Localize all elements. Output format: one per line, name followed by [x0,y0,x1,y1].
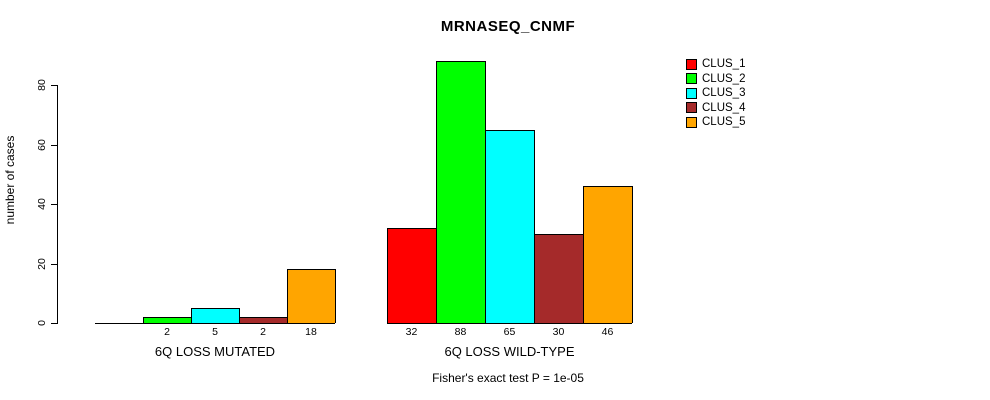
bar-value-label: 18 [305,326,317,338]
bar-value-label: 30 [552,326,565,338]
bar-group-1 [95,51,336,324]
y-axis-tick [51,145,57,146]
bar-clus_4-group1 [239,317,288,323]
bar-clus_2-group2 [436,61,486,323]
legend-color-swatch [686,102,697,114]
legend-label: CLUS_5 [702,116,746,129]
legend-item: CLUS_5 [686,115,745,130]
bar-value-label: 65 [503,326,516,338]
legend-color-swatch [686,87,697,99]
bar-clus_1-group2 [387,228,437,323]
legend-label: CLUS_4 [702,101,746,114]
y-axis-tick-label: 0 [36,320,48,326]
bar-value-label: 2 [164,326,170,338]
bar-value-label: 5 [212,326,218,338]
legend: CLUS_1 CLUS_2 CLUS_3 CLUS_4 CLUS_5 [686,57,745,130]
x-category-label: 6Q LOSS WILD-TYPE [444,344,575,359]
legend-item: CLUS_3 [686,86,745,101]
chart-title: MRNASEQ_CNMF [440,18,576,35]
bar-clus_3-group2 [485,130,535,323]
y-axis-tick-label: 40 [36,198,48,210]
legend-color-swatch [686,73,697,85]
legend-item: CLUS_1 [686,57,745,72]
y-axis-tick [51,264,57,265]
legend-label: CLUS_3 [702,87,746,100]
legend-color-swatch [686,116,697,128]
y-axis-tick-label: 60 [36,139,48,151]
y-axis-tick [51,85,57,86]
bar-value-label: 32 [405,326,418,338]
legend-color-swatch [686,58,697,70]
bar-value-label: 88 [454,326,467,338]
legend-label: CLUS_2 [702,72,746,85]
bar-clus_2-group1 [143,317,192,323]
legend-item: CLUS_2 [686,72,745,87]
y-axis-tick [51,204,57,205]
bar-clus_3-group1 [191,308,240,323]
bar-clus_4-group2 [534,234,584,323]
bar-clus_5-group2 [583,186,633,323]
bar-value-label: 2 [260,326,266,338]
y-axis-line [57,85,58,324]
statistical-test-note: Fisher's exact test P = 1e-05 [432,371,584,385]
x-category-label: 6Q LOSS MUTATED [154,344,276,359]
y-axis-title: number of cases [3,135,17,225]
y-axis-tick-label: 20 [36,258,48,270]
y-axis-tick [51,323,57,324]
bar-clus_5-group1 [287,269,336,323]
bar-value-label: 46 [601,326,614,338]
y-axis-tick-label: 80 [36,79,48,91]
legend-item: CLUS_4 [686,101,745,116]
legend-label: CLUS_1 [702,58,746,71]
bar-group-2 [387,51,633,324]
